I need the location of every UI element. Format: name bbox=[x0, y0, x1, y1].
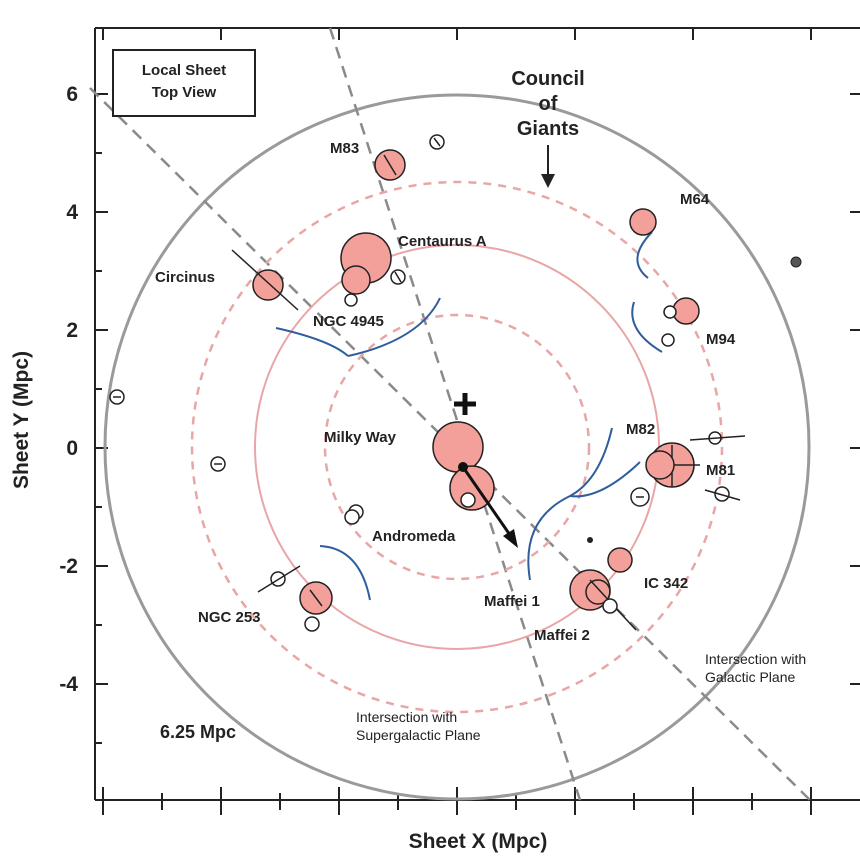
motion-arrow-shaft bbox=[461, 466, 512, 536]
y-tick-label-2: 2 bbox=[66, 319, 78, 342]
galaxy-m94 bbox=[672, 297, 700, 325]
galactic-plane-note-line1: Intersection with bbox=[705, 651, 806, 667]
y-tick-label-neg2: -2 bbox=[59, 555, 78, 578]
council-label-line3: Giants bbox=[517, 118, 579, 140]
y-tick-label-4: 4 bbox=[66, 201, 78, 224]
label-m94: M94 bbox=[706, 331, 736, 348]
legend-box-line1: Local Sheet bbox=[142, 62, 226, 79]
council-label-line2: of bbox=[539, 93, 558, 115]
galaxy-ic342 bbox=[607, 547, 633, 573]
label-maffei2: Maffei 2 bbox=[534, 627, 590, 644]
label-m81: M81 bbox=[706, 462, 735, 479]
galactic-plane-note-line2: Galactic Plane bbox=[705, 669, 795, 685]
label-maffei1: Maffei 1 bbox=[484, 593, 540, 610]
blue-arcs bbox=[275, 231, 663, 601]
label-ic342: IC 342 bbox=[644, 575, 688, 592]
y-tick-label-0: 0 bbox=[66, 437, 78, 460]
council-ring-outer-dashed bbox=[190, 180, 724, 714]
label-andromeda: Andromeda bbox=[372, 528, 456, 545]
galaxy-ngc4945 bbox=[341, 265, 371, 295]
label-centaurus-a: Centaurus A bbox=[398, 233, 487, 250]
y-tick-label-6: 6 bbox=[66, 83, 78, 106]
legend-box bbox=[112, 49, 256, 117]
label-ngc253: NGC 253 bbox=[198, 609, 261, 626]
label-m83: M83 bbox=[330, 140, 359, 157]
label-circinus: Circinus bbox=[155, 269, 215, 286]
galaxies bbox=[231, 149, 700, 631]
galaxy-milky-way bbox=[432, 421, 484, 473]
outer-boundary-circle bbox=[103, 93, 811, 801]
label-m82: M82 bbox=[626, 421, 655, 438]
legend-box-line2: Top View bbox=[152, 84, 217, 101]
supergalactic-plane-line bbox=[328, 27, 582, 801]
y-tick-label-neg4: -4 bbox=[59, 673, 78, 696]
galaxy-maffei2 bbox=[585, 579, 611, 605]
label-ngc4945: NGC 4945 bbox=[313, 313, 384, 330]
x-tick-marks bbox=[102, 28, 812, 815]
galaxy-m82 bbox=[645, 450, 675, 480]
council-label-line1: Council bbox=[511, 68, 584, 90]
small-dot-center bbox=[587, 537, 593, 543]
scale-label: 6.25 Mpc bbox=[160, 722, 236, 742]
supergalactic-plane-note-line1: Intersection with bbox=[356, 709, 457, 725]
small-dot-far-right bbox=[790, 256, 802, 268]
barycenter-cross-icon bbox=[454, 393, 476, 415]
supergalactic-plane-note-line2: Supergalactic Plane bbox=[356, 727, 481, 743]
small-galaxies bbox=[109, 134, 746, 632]
council-ring-inner-dashed bbox=[323, 313, 591, 581]
galaxy-circinus bbox=[252, 269, 284, 301]
galaxy-m64 bbox=[629, 208, 657, 236]
label-milky-way: Milky Way bbox=[324, 429, 397, 446]
y-axis-title: Sheet Y (Mpc) bbox=[10, 351, 33, 489]
x-axis-title: Sheet X (Mpc) bbox=[409, 830, 548, 853]
y-tick-marks bbox=[95, 93, 860, 744]
motion-arrow-head bbox=[503, 529, 518, 548]
label-m64: M64 bbox=[680, 191, 710, 208]
council-arrow-head bbox=[541, 174, 555, 188]
